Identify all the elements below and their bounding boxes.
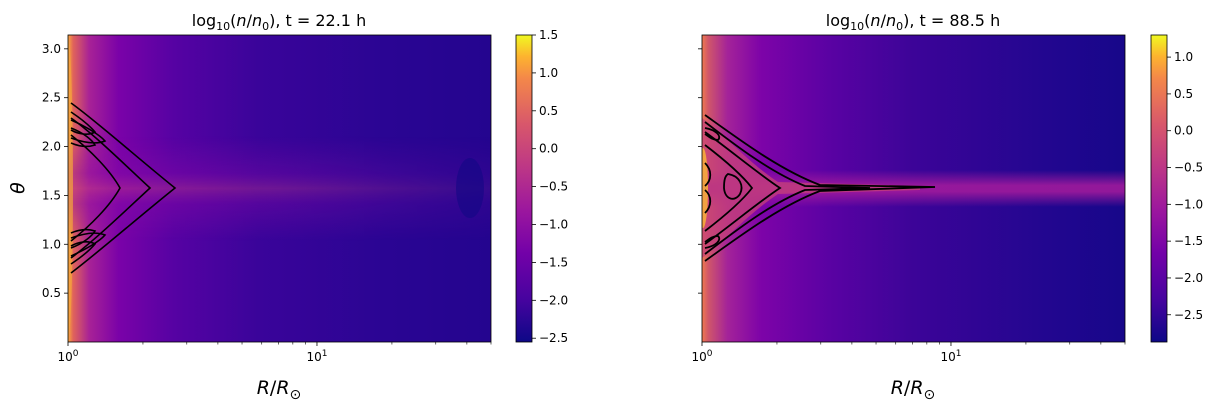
colorbar-tick-label: −0.5 (1174, 161, 1203, 175)
colorbar-tick-label: 1.5 (539, 28, 558, 42)
colorbar-tick-label: 0.0 (539, 142, 558, 156)
heatmap-2 (702, 35, 1125, 342)
y-axis-label-1: θ (7, 182, 29, 194)
y-tick-label: 2.5 (42, 91, 61, 105)
colorbar-tick-label: 1.0 (1174, 50, 1193, 64)
contours-1 (70, 102, 177, 274)
y-tick-label: 1.0 (42, 237, 61, 251)
axes-frame-2 (701, 34, 1126, 343)
colorbar-tick-label: 1.0 (539, 66, 558, 80)
colorbar-1: 1.5 1.0 0.5 0.0 −0.5 −1.0 −1.5 −2.0 −2.5 (515, 28, 568, 345)
colorbar-tick-label: 0.0 (1174, 124, 1193, 138)
colorbar-tick-label: −1.0 (539, 218, 568, 232)
axes-frame-1 (67, 34, 492, 343)
chart-title-1: log10(n/n0), t = 22.1 h (192, 11, 366, 33)
x-ticks-1: 100 101 (57, 342, 492, 364)
colorbar-tick-label: −2.5 (539, 331, 568, 345)
panel-1: 0.5 1.0 1.5 2.0 2.5 3.0 100 101 log10(n/n0), t… (7, 11, 568, 403)
chart-title-2: log10(n/n0), t = 88.5 h (826, 11, 1000, 33)
colorbar-2: 1.0 0.5 0.0 −0.5 −1.0 −1.5 −2.0 −2.5 (1150, 34, 1203, 343)
heatmap-1 (68, 35, 491, 342)
colorbar-tick-label: 0.5 (539, 104, 558, 118)
colorbar-tick-label: −1.5 (1174, 234, 1203, 248)
x-tick-label: 100 (57, 349, 78, 364)
colorbar-tick-label: 0.5 (1174, 87, 1193, 101)
colorbar-tick-label: −2.5 (1174, 308, 1203, 322)
colorbar-tick-label: −2.0 (1174, 271, 1203, 285)
y-tick-label: 0.5 (42, 286, 61, 300)
x-tick-label: 101 (306, 349, 327, 364)
y-ticks-2 (698, 48, 702, 294)
x-tick-label: 101 (940, 349, 961, 364)
x-ticks-2: 100 101 (691, 342, 1126, 364)
colorbar-tick-label: −1.5 (539, 255, 568, 269)
colorbar-tick-label: −2.0 (539, 293, 568, 307)
x-axis-label-1: R/R⊙ (257, 377, 302, 403)
y-tick-label: 1.5 (42, 188, 61, 202)
x-tick-label: 100 (691, 349, 712, 364)
y-ticks-1: 0.5 1.0 1.5 2.0 2.5 3.0 (42, 42, 68, 300)
colorbar-tick-label: −1.0 (1174, 197, 1203, 211)
panel-2: 100 101 log10(n/n0), t = 88.5 h R/R⊙ 1.0 0… (691, 11, 1203, 403)
y-tick-label: 3.0 (42, 42, 61, 56)
colorbar-tick-label: −0.5 (539, 180, 568, 194)
y-tick-label: 2.0 (42, 140, 61, 154)
x-axis-label-2: R/R⊙ (891, 377, 936, 403)
contours-2 (704, 114, 936, 262)
